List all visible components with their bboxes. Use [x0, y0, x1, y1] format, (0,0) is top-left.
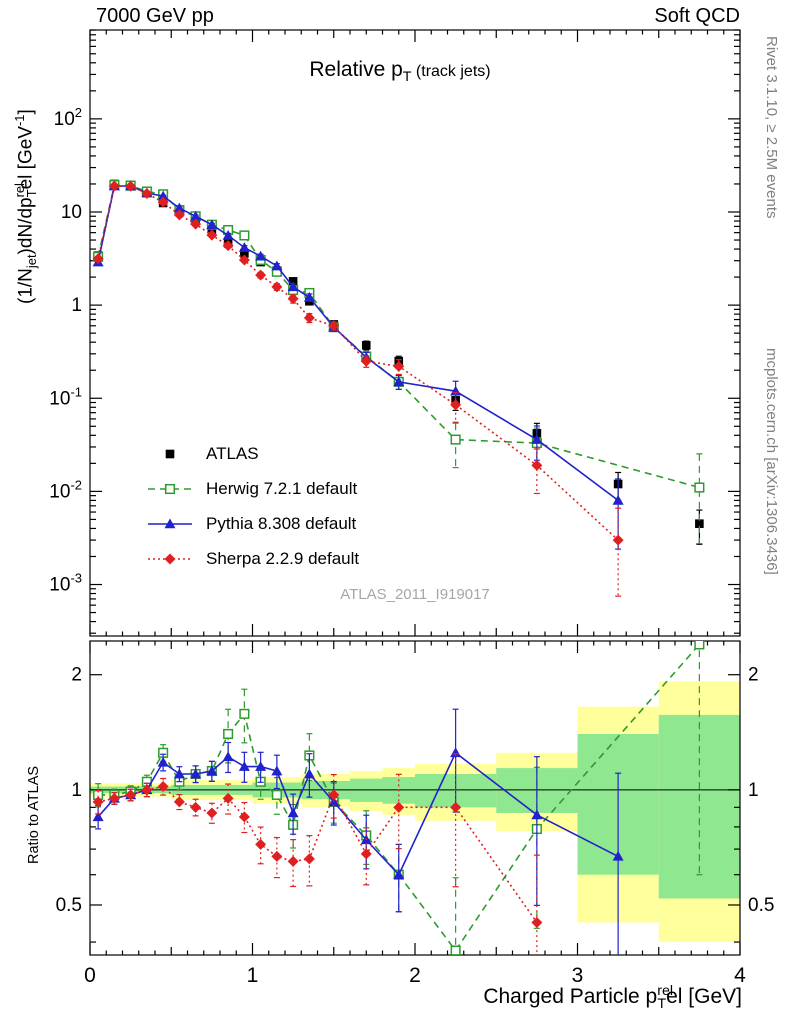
rivet-version-note: Rivet 3.1.10, ≥ 2.5M events [763, 36, 780, 219]
title-segment: -1 [12, 114, 27, 127]
svg-text:1: 1 [71, 295, 82, 316]
title-segment: jet [24, 254, 40, 269]
svg-text:1: 1 [748, 780, 759, 801]
title-segment: T [657, 996, 667, 1013]
legend-label: Herwig 7.2.1 default [206, 478, 358, 498]
legend-item-pythia-8-308-default: Pythia 8.308 default [146, 506, 359, 541]
title-segment: el [GeV] [666, 985, 742, 1008]
legend-marker-atlas [165, 449, 175, 458]
svg-text:3: 3 [572, 964, 584, 987]
svg-text:0.5: 0.5 [56, 895, 82, 916]
x-axis-title: Charged Particle prelTel [GeV] [483, 983, 742, 1012]
svg-text:102: 102 [54, 105, 82, 130]
y-axis-ticks-main [90, 29, 740, 634]
legend-marker-herwig-7-2-1-default [148, 483, 192, 494]
legend-label: Sherpa 2.2.9 default [206, 548, 360, 568]
legend-item-herwig-7-2-1-default: Herwig 7.2.1 default [146, 471, 359, 506]
title-segment: (1/N [15, 268, 37, 304]
svg-text:1: 1 [71, 780, 82, 801]
mcplots-reference-note: mcplots.cern.ch [arXiv:1306.3436] [763, 348, 780, 575]
legend: ATLAS Herwig 7.2.1 default Pythia 8.308 de… [146, 436, 359, 576]
svg-text:0: 0 [84, 964, 96, 987]
title-segment: Charged Particle p [483, 985, 658, 1008]
y-axis-title-main: (1/Njet)dN/dprelTel [GeV-1] [12, 109, 39, 304]
legend-label: Pythia 8.308 default [206, 513, 357, 533]
x-axis-ticks [89, 30, 741, 955]
y-axis-labels-main: 102 10 1 10-1 10-2 10-3 [49, 105, 82, 596]
legend-marker-pythia-8-308-default [148, 518, 192, 528]
title-segment: T [402, 69, 412, 86]
title-segment: T [24, 189, 40, 198]
series-main-sherpa-2-2-9-default [92, 180, 624, 597]
series-ratio-pythia-8-308-default [92, 708, 624, 955]
x-axis-labels: 0 1 2 3 4 [84, 964, 746, 987]
svg-text:1: 1 [247, 964, 259, 987]
legend-item-sherpa-2-2-9-default: Sherpa 2.2.9 default [146, 541, 359, 576]
title-segment: Relative p [309, 58, 403, 81]
title-segment: )dN/dp [15, 197, 37, 255]
svg-text:10: 10 [61, 202, 82, 223]
title-segment: (track jets) [411, 63, 491, 80]
svg-text:10-3: 10-3 [49, 571, 82, 596]
title-segment: rel [657, 983, 674, 999]
series-ratio-sherpa-2-2-9-default [92, 753, 543, 955]
svg-text:2: 2 [748, 665, 759, 686]
title-segment: el [GeV [15, 126, 37, 190]
svg-text:4: 4 [734, 964, 746, 987]
ratio-uncertainty-bands [90, 681, 740, 943]
svg-text:10-2: 10-2 [49, 477, 82, 502]
beam-energy-label: 7000 GeV pp [96, 5, 214, 27]
svg-text:2: 2 [409, 964, 421, 987]
legend-item-atlas: ATLAS [146, 436, 359, 471]
legend-label: ATLAS [206, 443, 259, 463]
svg-text:10-1: 10-1 [49, 384, 82, 409]
title-segment: ] [15, 109, 37, 115]
svg-text:0.5: 0.5 [748, 895, 774, 916]
process-group-label: Soft QCD [654, 5, 740, 27]
svg-text:2: 2 [71, 665, 82, 686]
legend-marker-sherpa-2-2-9-default [148, 553, 192, 564]
y-axis-title-ratio: Ratio to ATLAS [26, 765, 42, 864]
plot-title: Relative pT (track jets) [150, 58, 650, 85]
y-axis-labels-ratio: 0.5 0.5 1 1 2 2 [56, 665, 775, 916]
analysis-id-watermark: ATLAS_2011_I919017 [340, 586, 490, 603]
